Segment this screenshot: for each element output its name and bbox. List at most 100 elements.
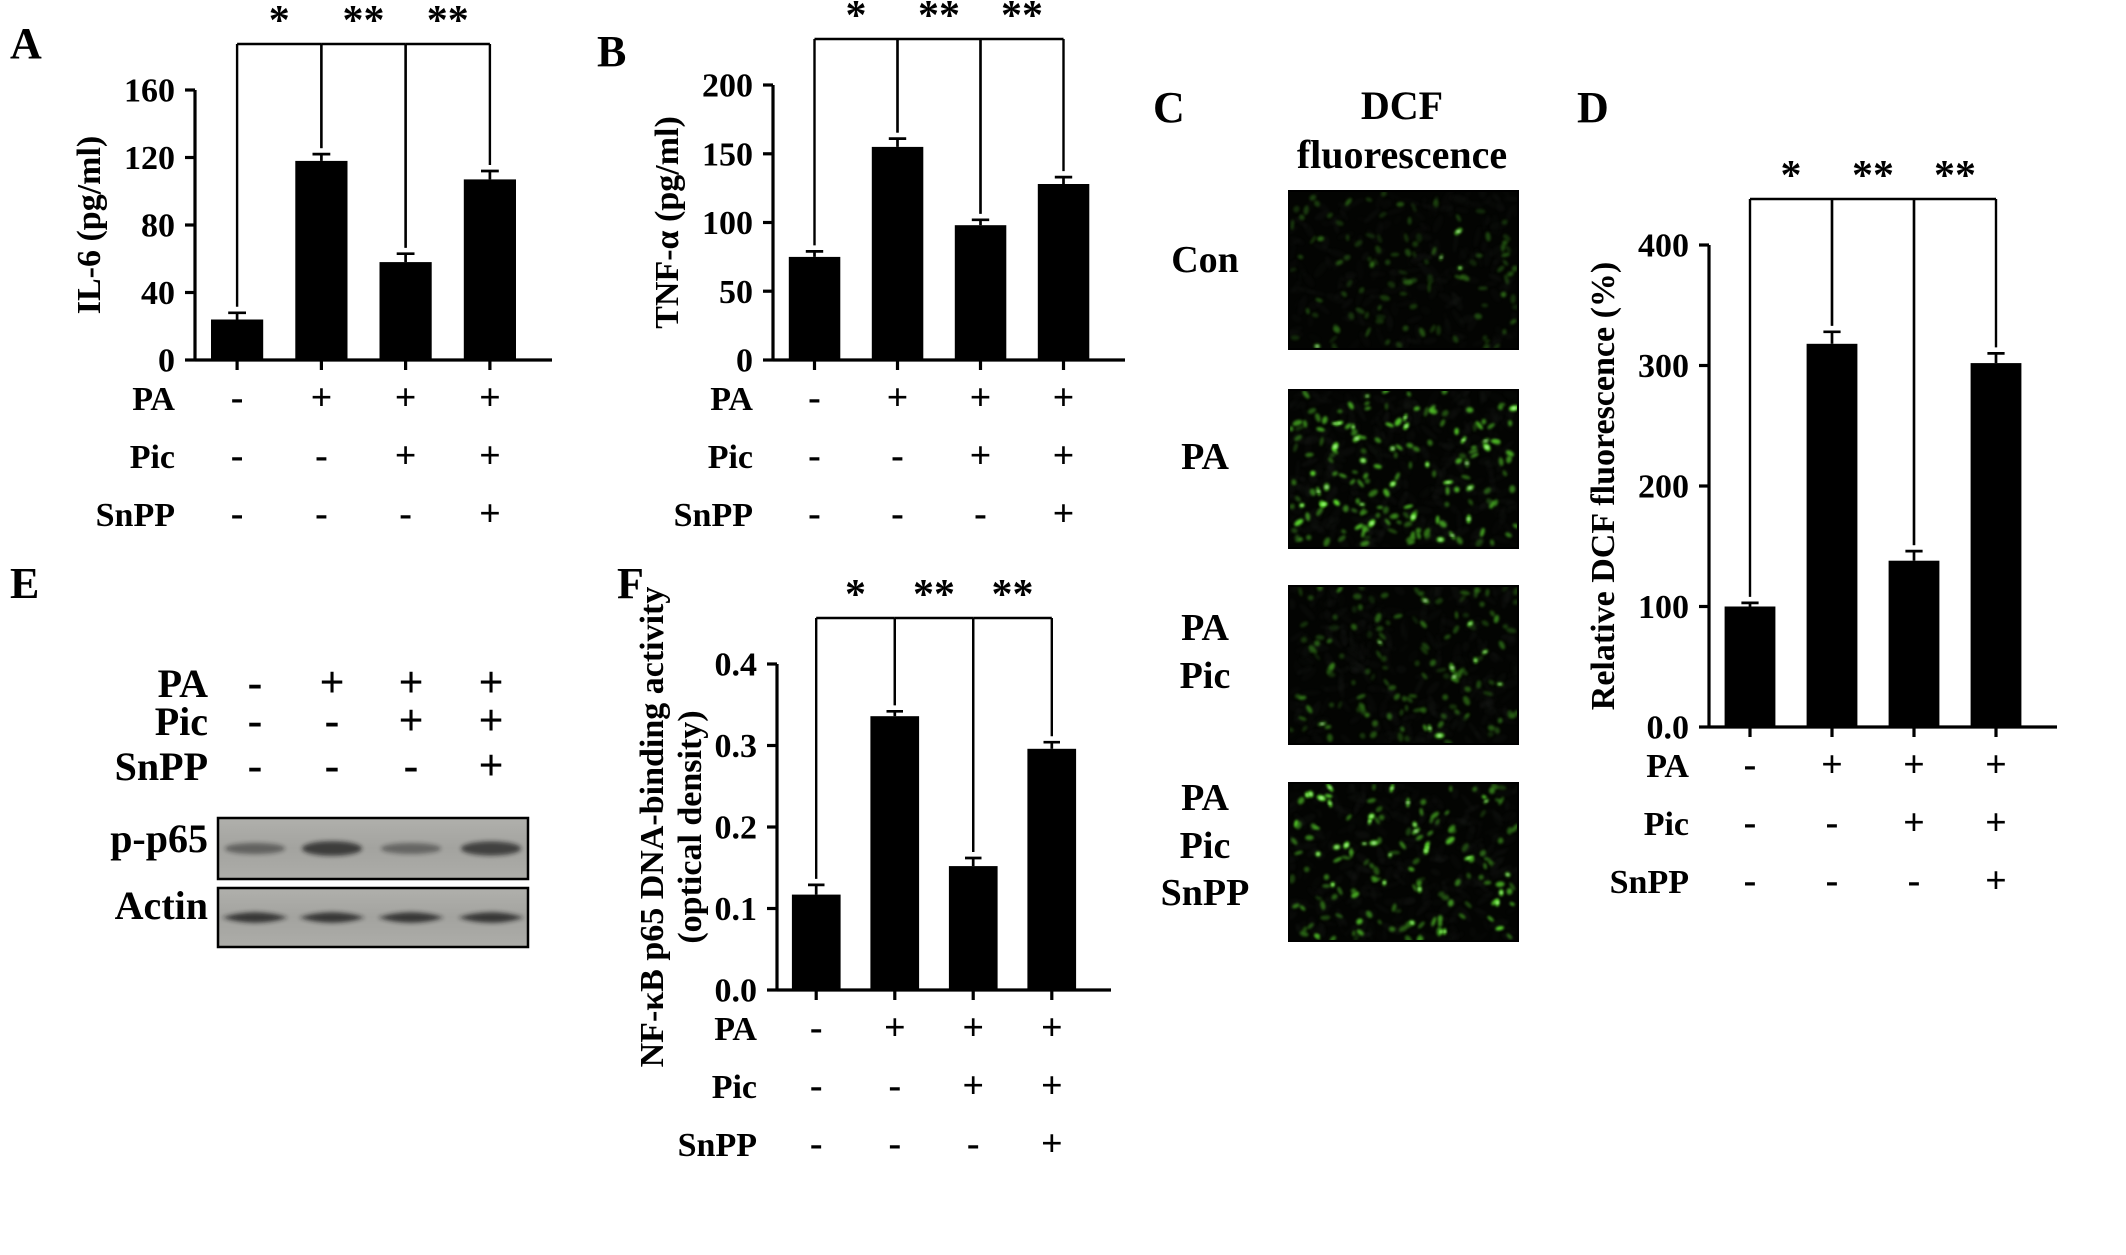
- svg-text:-: -: [967, 1123, 980, 1165]
- svg-text:**: **: [918, 0, 960, 39]
- svg-text:100: 100: [702, 205, 753, 242]
- svg-text:TNF-α (pg/ml): TNF-α (pg/ml): [649, 116, 686, 329]
- svg-text:-: -: [1744, 860, 1757, 902]
- svg-text:NF-κB p65 DNA-binding activity: NF-κB p65 DNA-binding activity: [634, 587, 671, 1068]
- svg-text:*: *: [269, 0, 290, 44]
- svg-text:Relative DCF fluorescence (%): Relative DCF fluorescence (%): [1585, 262, 1622, 710]
- svg-text:+: +: [962, 1065, 984, 1107]
- svg-text:Pic: Pic: [155, 699, 208, 744]
- svg-text:-: -: [315, 493, 328, 535]
- svg-text:-: -: [888, 1123, 901, 1165]
- svg-text:+: +: [1041, 1007, 1063, 1049]
- svg-text:-: -: [399, 493, 412, 535]
- svg-text:(optical density): (optical density): [672, 710, 709, 943]
- svg-text:-: -: [810, 1065, 823, 1107]
- svg-text:SnPP: SnPP: [674, 497, 753, 534]
- svg-text:+: +: [1053, 435, 1075, 477]
- svg-text:0.2: 0.2: [715, 810, 758, 847]
- svg-text:-: -: [810, 1007, 823, 1049]
- svg-text:**: **: [992, 572, 1034, 618]
- svg-text:**: **: [1934, 153, 1976, 199]
- svg-text:+: +: [479, 435, 501, 477]
- svg-text:+: +: [1903, 744, 1925, 786]
- svg-text:+: +: [1053, 493, 1075, 535]
- svg-text:PA: PA: [1646, 748, 1689, 785]
- svg-text:120: 120: [124, 140, 175, 177]
- svg-text:-: -: [1744, 744, 1757, 786]
- svg-text:+: +: [884, 1007, 906, 1049]
- svg-text:300: 300: [1638, 348, 1689, 385]
- svg-text:-: -: [808, 377, 821, 419]
- svg-text:IL-6 (pg/ml): IL-6 (pg/ml): [71, 136, 108, 315]
- svg-text:+: +: [478, 741, 503, 790]
- svg-text:-: -: [325, 741, 340, 790]
- svg-text:+: +: [1985, 744, 2007, 786]
- svg-text:**: **: [343, 0, 385, 44]
- svg-text:**: **: [1001, 0, 1043, 39]
- svg-text:0: 0: [158, 343, 175, 380]
- svg-text:*: *: [845, 572, 866, 618]
- svg-text:+: +: [970, 377, 992, 419]
- svg-text:0.0: 0.0: [1647, 710, 1690, 747]
- svg-text:+: +: [1985, 802, 2007, 844]
- svg-text:*: *: [846, 0, 867, 39]
- svg-text:PA: PA: [132, 381, 175, 418]
- svg-text:-: -: [248, 696, 263, 745]
- svg-text:SnPP: SnPP: [1610, 864, 1689, 901]
- svg-text:150: 150: [702, 136, 753, 173]
- svg-text:-: -: [1826, 802, 1839, 844]
- svg-text:PA: PA: [710, 381, 753, 418]
- svg-text:+: +: [311, 377, 333, 419]
- svg-text:-: -: [1908, 860, 1921, 902]
- svg-text:**: **: [1852, 153, 1894, 199]
- svg-text:+: +: [887, 377, 909, 419]
- svg-text:-: -: [808, 435, 821, 477]
- svg-text:+: +: [1821, 744, 1843, 786]
- svg-text:+: +: [970, 435, 992, 477]
- svg-text:160: 160: [124, 73, 175, 110]
- svg-text:p-p65: p-p65: [110, 816, 208, 861]
- svg-text:0.0: 0.0: [715, 973, 758, 1010]
- svg-text:-: -: [888, 1065, 901, 1107]
- svg-text:200: 200: [702, 68, 753, 105]
- svg-text:+: +: [1053, 377, 1075, 419]
- svg-text:+: +: [479, 493, 501, 535]
- svg-text:-: -: [231, 377, 244, 419]
- svg-text:-: -: [808, 493, 821, 535]
- svg-text:PA: PA: [714, 1011, 757, 1048]
- svg-text:+: +: [1041, 1123, 1063, 1165]
- svg-text:+: +: [398, 696, 423, 745]
- svg-text:SnPP: SnPP: [96, 497, 175, 534]
- svg-text:400: 400: [1638, 228, 1689, 265]
- svg-text:40: 40: [141, 275, 175, 312]
- svg-text:Pic: Pic: [1644, 806, 1689, 843]
- svg-text:-: -: [248, 741, 263, 790]
- svg-text:200: 200: [1638, 469, 1689, 506]
- svg-text:-: -: [810, 1123, 823, 1165]
- svg-text:+: +: [479, 377, 501, 419]
- svg-text:0.4: 0.4: [715, 647, 758, 684]
- svg-text:+: +: [395, 435, 417, 477]
- svg-text:0: 0: [736, 343, 753, 380]
- svg-text:*: *: [1781, 153, 1802, 199]
- svg-text:+: +: [1985, 860, 2007, 902]
- svg-text:+: +: [478, 696, 503, 745]
- svg-text:+: +: [1041, 1065, 1063, 1107]
- svg-text:Pic: Pic: [708, 439, 753, 476]
- svg-text:50: 50: [719, 274, 753, 311]
- svg-text:+: +: [962, 1007, 984, 1049]
- svg-text:-: -: [974, 493, 987, 535]
- svg-text:-: -: [315, 435, 328, 477]
- svg-text:Actin: Actin: [115, 883, 208, 928]
- svg-text:**: **: [427, 0, 469, 44]
- svg-text:Pic: Pic: [130, 439, 175, 476]
- svg-text:-: -: [325, 696, 340, 745]
- svg-text:-: -: [1744, 802, 1757, 844]
- svg-text:-: -: [231, 493, 244, 535]
- svg-text:0.1: 0.1: [715, 891, 758, 928]
- svg-text:-: -: [1826, 860, 1839, 902]
- svg-text:100: 100: [1638, 589, 1689, 626]
- svg-text:-: -: [891, 435, 904, 477]
- svg-text:SnPP: SnPP: [115, 744, 208, 789]
- svg-text:SnPP: SnPP: [678, 1127, 757, 1164]
